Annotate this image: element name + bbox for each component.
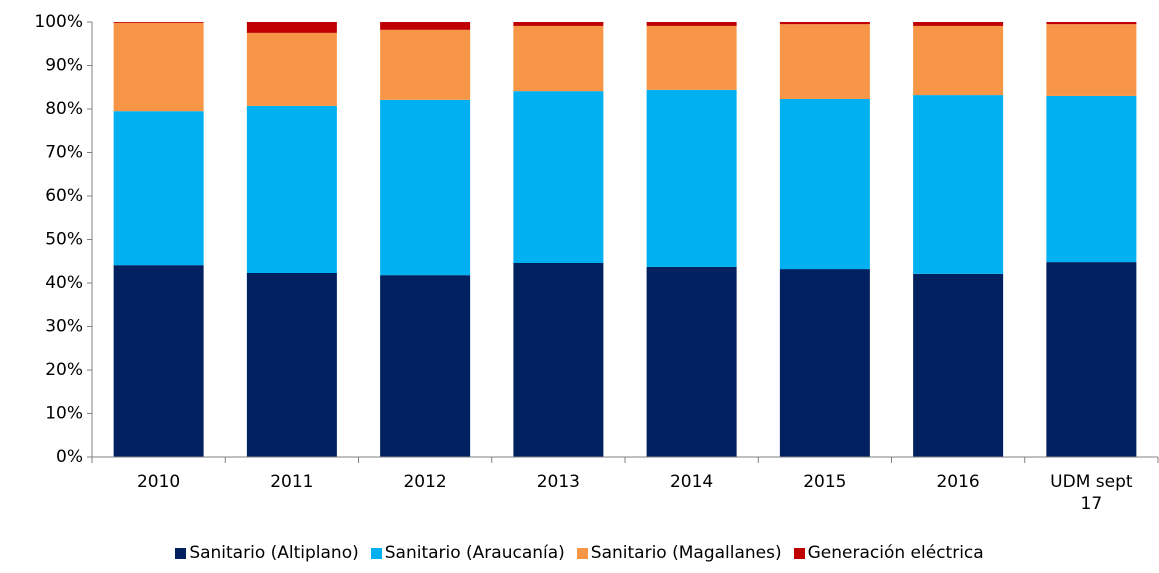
legend-swatch [370, 547, 382, 559]
legend-swatch [576, 547, 588, 559]
y-tick-label: 50% [45, 230, 83, 250]
legend-swatch [793, 547, 805, 559]
bar-segment [779, 98, 870, 270]
bar-segment [646, 25, 737, 90]
x-tick-label: 2011 [270, 472, 314, 492]
legend-label: Sanitario (Araucanía) [384, 543, 565, 563]
bar-segment [246, 105, 337, 273]
x-tick-label: 2015 [803, 472, 847, 492]
x-tick-label: 2013 [536, 472, 580, 492]
y-tick-label: 70% [45, 143, 83, 163]
y-tick-label: 30% [45, 317, 83, 337]
bar-segment [113, 265, 204, 457]
bar-segment [779, 22, 870, 25]
legend-label: Sanitario (Magallanes) [590, 543, 782, 563]
bar-segment [646, 22, 737, 26]
bar-segment [513, 25, 604, 92]
y-tick-label: 0% [56, 447, 83, 467]
bar-segment [513, 91, 604, 263]
bar-segment [246, 272, 337, 457]
bar-segment [913, 25, 1004, 96]
y-tick-label: 60% [45, 186, 83, 206]
legend-label: Generación eléctrica [807, 543, 984, 563]
x-tick-label: 2014 [669, 472, 714, 492]
bar-segment [113, 22, 204, 23]
x-tick-label: 2016 [936, 472, 980, 492]
bar-segment [380, 29, 471, 100]
bar-segment [646, 89, 737, 267]
legend-item: Generación eléctrica [793, 543, 984, 563]
bar-segment [246, 22, 337, 33]
bar-segment [380, 275, 471, 457]
y-tick-label: 80% [45, 99, 83, 119]
bar-segment [113, 22, 204, 112]
bar-segment [246, 32, 337, 106]
y-tick-label: 40% [45, 273, 83, 293]
bar-segment [1046, 22, 1137, 25]
bar-segment [646, 266, 737, 457]
x-tick-label: 2012 [403, 472, 447, 492]
y-tick-label: 90% [45, 56, 83, 76]
legend-item: Sanitario (Araucanía) [370, 543, 565, 563]
legend: Sanitario (Altiplano) Sanitario (Araucaní… [0, 543, 1159, 563]
bar-segment [380, 22, 471, 30]
bar-segment [513, 22, 604, 26]
legend-item: Sanitario (Magallanes) [576, 543, 782, 563]
bar-segment [779, 269, 870, 457]
y-tick-label: 20% [45, 360, 83, 380]
legend-label: Sanitario (Altiplano) [189, 543, 359, 563]
bar-segment [1046, 95, 1137, 263]
y-tick-label: 100% [34, 12, 83, 32]
x-tick-label: UDM sept 17 [1050, 472, 1133, 514]
legend-item: Sanitario (Altiplano) [175, 543, 359, 563]
bar-segment [113, 111, 204, 266]
y-tick-label: 10% [45, 404, 83, 424]
bar-segment [1046, 24, 1137, 96]
bar-segment [380, 99, 471, 276]
legend-swatch [175, 547, 187, 559]
bar-segment [1046, 262, 1137, 457]
bar-segment [913, 22, 1004, 26]
bar-segment [779, 24, 870, 99]
bar-segment [913, 95, 1004, 274]
bar-segment [913, 273, 1004, 457]
bar-segment [513, 262, 604, 457]
x-tick-label: 2010 [136, 472, 181, 492]
